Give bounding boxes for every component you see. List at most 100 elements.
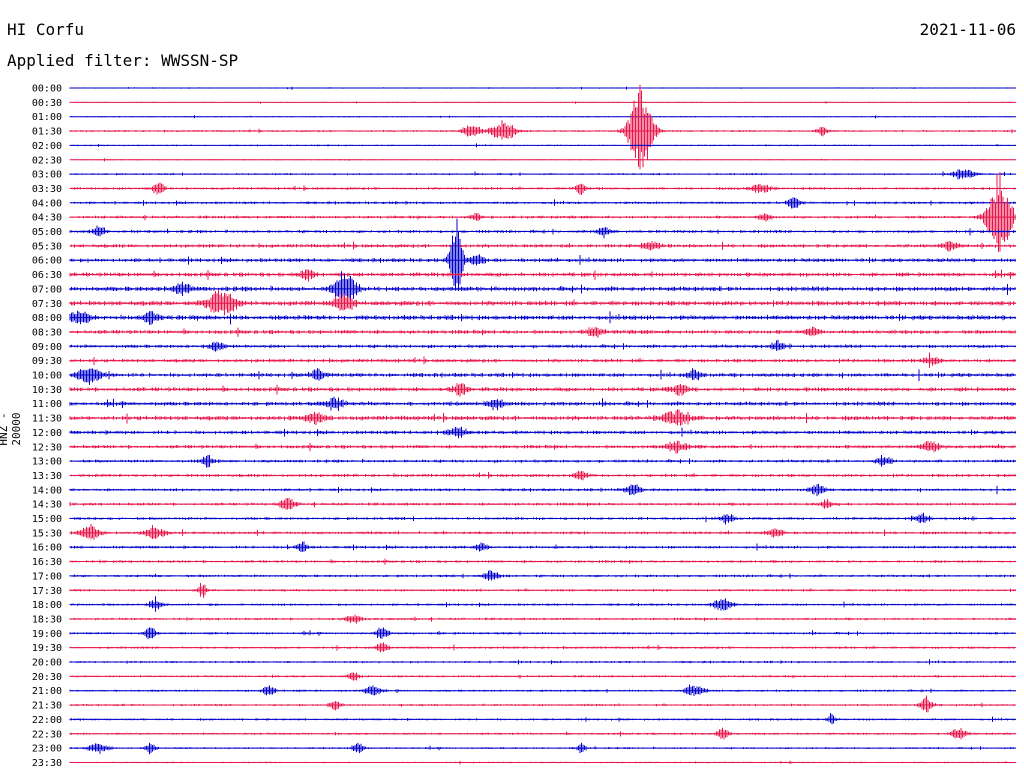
row-label-0030: 00:30	[32, 98, 62, 109]
trace-0430	[69, 172, 1016, 252]
row-label-0700: 07:00	[32, 284, 62, 295]
row-label-0400: 04:00	[32, 198, 62, 209]
trace-0800	[69, 310, 1016, 325]
trace-2330	[69, 760, 1016, 765]
trace-group	[69, 84, 1016, 765]
row-label-1030: 10:30	[32, 385, 62, 396]
trace-2130	[69, 695, 1016, 713]
row-label-1900: 19:00	[32, 629, 62, 640]
date-label: 2021-11-06	[919, 20, 1016, 39]
trace-1300	[69, 455, 1016, 468]
trace-0230	[69, 158, 1016, 162]
row-label-1730: 17:30	[32, 586, 62, 597]
trace-1930	[69, 642, 1016, 653]
trace-2230	[69, 727, 1016, 740]
trace-0400	[69, 197, 1016, 209]
trace-1700	[69, 570, 1016, 581]
trace-0200	[69, 143, 1016, 148]
trace-1030	[69, 383, 1016, 397]
trace-1330	[69, 470, 1016, 481]
row-label-1830: 18:30	[32, 614, 62, 625]
trace-0900	[69, 339, 1016, 352]
trace-0100	[69, 115, 1016, 119]
row-label-2230: 22:30	[32, 729, 62, 740]
trace-0600	[69, 218, 1016, 291]
trace-1730	[69, 583, 1016, 598]
trace-0000	[69, 86, 1016, 90]
row-label-2030: 20:30	[32, 672, 62, 683]
trace-0300	[69, 169, 1016, 180]
station-title: HI Corfu	[7, 20, 85, 39]
row-label-1600: 16:00	[32, 543, 62, 554]
trace-2030	[69, 672, 1016, 681]
row-label-0200: 02:00	[32, 141, 62, 152]
row-label-1000: 10:00	[32, 371, 62, 382]
trace-1100	[69, 396, 1016, 411]
row-label-0500: 05:00	[32, 227, 62, 238]
trace-1500	[69, 512, 1016, 525]
trace-0700	[69, 271, 1016, 306]
trace-1800	[69, 596, 1016, 612]
row-label-0230: 02:30	[32, 155, 62, 166]
trace-2200	[69, 713, 1016, 725]
trace-0500	[69, 225, 1016, 239]
filter-label: Applied filter: WWSSN-SP	[7, 51, 239, 70]
trace-0030	[69, 101, 1016, 104]
row-label-0530: 05:30	[32, 241, 62, 252]
trace-1530	[69, 524, 1016, 540]
row-label-0630: 06:30	[32, 270, 62, 281]
row-label-1800: 18:00	[32, 600, 62, 611]
trace-1230	[69, 440, 1016, 454]
trace-0830	[69, 326, 1016, 338]
row-label-1300: 13:00	[32, 457, 62, 468]
row-label-1930: 19:30	[32, 643, 62, 654]
trace-1200	[69, 426, 1016, 439]
row-label-1130: 11:30	[32, 414, 62, 425]
trace-0630	[69, 269, 1016, 282]
trace-1830	[69, 614, 1016, 624]
row-label-1330: 13:30	[32, 471, 62, 482]
trace-2300	[69, 742, 1016, 755]
row-label-1100: 11:00	[32, 399, 62, 410]
trace-0730	[69, 290, 1016, 316]
row-label-1200: 12:00	[32, 428, 62, 439]
trace-1130	[69, 409, 1016, 426]
trace-2000	[69, 659, 1016, 665]
row-label-2300: 23:00	[32, 744, 62, 755]
row-label-0000: 00:00	[32, 84, 62, 95]
trace-1630	[69, 558, 1016, 565]
row-label-0300: 03:00	[32, 170, 62, 181]
row-label-0130: 01:30	[32, 127, 62, 138]
row-label-1230: 12:30	[32, 442, 62, 453]
trace-1900	[69, 627, 1016, 640]
row-label-0730: 07:30	[32, 299, 62, 310]
row-label-2130: 21:30	[32, 701, 62, 712]
row-label-1400: 14:00	[32, 485, 62, 496]
row-label-2100: 21:00	[32, 686, 62, 697]
row-label-2330: 23:30	[32, 758, 62, 769]
row-label-0800: 08:00	[32, 313, 62, 324]
trace-1600	[69, 541, 1016, 552]
trace-2100	[69, 684, 1016, 696]
trace-0930	[69, 352, 1016, 368]
row-label-1630: 16:30	[32, 557, 62, 568]
row-label-group: 00:00 00:30 01:00 01:30 02:00 02:30 03:00 03:30…	[32, 84, 62, 769]
row-label-0900: 09:00	[32, 342, 62, 353]
row-label-2000: 20:00	[32, 658, 62, 669]
trace-0130	[69, 84, 1016, 170]
trace-1400	[69, 483, 1016, 497]
row-label-1700: 17:00	[32, 571, 62, 582]
row-label-0430: 04:30	[32, 213, 62, 224]
row-label-0330: 03:30	[32, 184, 62, 195]
trace-0530	[69, 241, 1016, 252]
row-label-2200: 22:00	[32, 715, 62, 726]
row-label-1430: 14:30	[32, 500, 62, 511]
row-label-0830: 08:30	[32, 327, 62, 338]
row-label-0930: 09:30	[32, 356, 62, 367]
trace-1430	[69, 498, 1016, 510]
row-label-1530: 15:30	[32, 528, 62, 539]
trace-1000	[69, 368, 1016, 385]
row-label-0600: 06:00	[32, 256, 62, 267]
row-label-1500: 15:00	[32, 514, 62, 525]
